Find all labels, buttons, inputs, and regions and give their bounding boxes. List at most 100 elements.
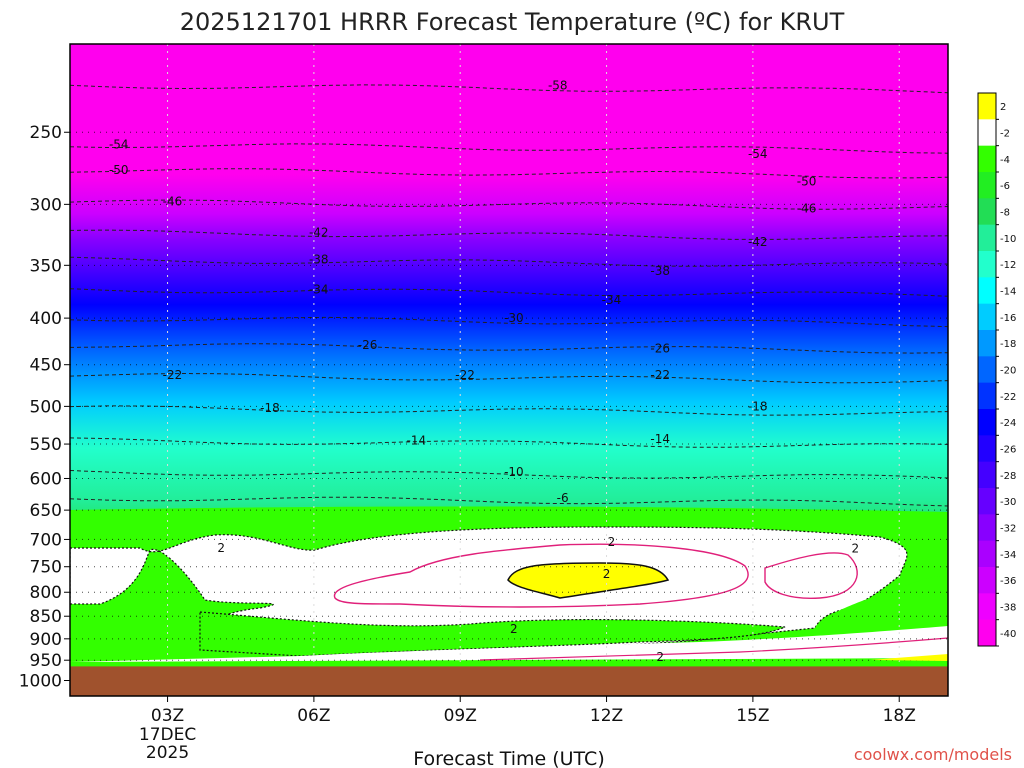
freezing-contour-right	[764, 552, 858, 599]
colorbar-swatch	[978, 198, 996, 226]
contour-label: -18	[260, 401, 280, 415]
x-tick-label: 03Z	[151, 706, 184, 726]
contour-label: 2	[656, 650, 664, 664]
contour-label: -50	[797, 174, 817, 188]
isotherm-line	[70, 84, 948, 94]
colorbar-swatch	[978, 593, 996, 621]
colorbar-swatch	[978, 277, 996, 305]
isotherm-line	[70, 316, 948, 328]
y-tick-label: 500	[30, 397, 62, 417]
freezing-contour	[333, 543, 749, 608]
contour-label: 2	[510, 622, 518, 636]
colorbar-label: -2	[1000, 129, 1010, 140]
colorbar-label: -34	[1000, 550, 1016, 561]
colorbar-swatch	[978, 251, 996, 278]
contour-label: -26	[650, 342, 670, 356]
y-tick-label: 850	[30, 607, 62, 627]
contour-label: -22	[455, 368, 475, 382]
contour-label: 2	[852, 541, 860, 555]
colorbar-label: -14	[1000, 287, 1016, 298]
contour-label: -6	[557, 491, 569, 505]
colorbar-swatch	[978, 172, 996, 199]
colorbar-label: -28	[1000, 471, 1016, 482]
pressure-grid	[70, 131, 948, 681]
contour-label: -14	[407, 433, 427, 447]
colorbar-label: -22	[1000, 392, 1016, 403]
y-tick-label: 1000	[19, 671, 62, 691]
x-tick-label: 18Z	[883, 706, 916, 726]
warm-core-yellow	[507, 562, 670, 599]
colorbar-swatch	[978, 488, 996, 515]
contour-labels: -58 -54 -54 -50 -50 -46 -46 -42 -42 -38 -38 -34 -34 -…	[109, 78, 860, 664]
x-tick-sublabel: 2025	[146, 743, 189, 763]
y-tick-label: 700	[30, 530, 62, 550]
contour-label: 2	[603, 567, 611, 581]
colorbar: 2 -2 -4 -6 -8 -10 -12 -14 -16 -18 -20 -22 -24 -26 -28 -…	[977, 92, 1016, 647]
y-tick-label: 550	[30, 435, 62, 455]
isotherm-line	[70, 372, 948, 384]
isotherm-lines	[70, 84, 948, 507]
colorbar-swatch	[978, 461, 996, 489]
contour-label: -54	[748, 147, 768, 161]
colorbar-swatch	[978, 567, 996, 594]
contour-label: -18	[748, 399, 768, 413]
freezing-contour-low	[479, 637, 948, 661]
colorbar-swatch	[978, 619, 996, 647]
colorbar-swatch	[978, 514, 996, 542]
y-tick-label: 900	[30, 630, 62, 650]
y-tick-label: 450	[30, 356, 62, 376]
colorbar-label: -32	[1000, 524, 1016, 535]
contour-label: 2	[217, 541, 225, 555]
isotherm-line	[70, 143, 948, 154]
colorbar-label: -12	[1000, 260, 1016, 271]
ground-yellow-sliver	[870, 654, 948, 661]
colorbar-label: 2	[1000, 102, 1006, 113]
colorbar-label: -4	[1000, 155, 1010, 166]
isotherm-line	[70, 229, 948, 241]
green-patch-right	[815, 575, 948, 640]
x-tick-label: 06Z	[297, 706, 330, 726]
contour-label: -46	[163, 195, 183, 209]
contour-label: -50	[109, 163, 129, 177]
colorbar-swatch	[978, 540, 996, 568]
contour-label: 2	[608, 535, 616, 549]
y-tick-label: 300	[30, 195, 62, 215]
colorbar-swatch	[978, 409, 996, 436]
contour-label: -34	[309, 282, 329, 296]
contour-label: -58	[548, 78, 568, 92]
x-tick-label: 12Z	[590, 706, 623, 726]
credit-text: coolwx.com/models	[854, 745, 1012, 764]
colorbar-swatch	[978, 93, 996, 120]
colorbar-swatch	[978, 145, 996, 173]
colorbar-swatch	[978, 330, 996, 357]
colorbar-swatch	[978, 303, 996, 331]
y-tick-label: 950	[30, 651, 62, 671]
colorbar-label: -24	[1000, 418, 1016, 429]
isotherm-line	[70, 256, 948, 267]
green-band-900	[199, 611, 786, 657]
contour-label: -14	[650, 432, 670, 446]
x-tick-label: 09Z	[444, 706, 477, 726]
colorbar-label: -20	[1000, 366, 1016, 377]
plot-area	[70, 44, 948, 696]
contour-label: -42	[309, 225, 329, 239]
x-tick-label: 15Z	[736, 706, 769, 726]
contour-label: -38	[650, 264, 670, 278]
y-axis-ticks: 250 300 350 400 450 500 550 600 650 700 750 800 850 9…	[19, 123, 70, 691]
colorbar-label: -36	[1000, 576, 1016, 587]
contour-label: -54	[109, 138, 129, 152]
isotherm-line	[70, 168, 948, 179]
y-tick-label: 350	[30, 256, 62, 276]
colorbar-swatch	[978, 224, 996, 252]
isotherm-line	[70, 288, 948, 297]
colorbar-label: -18	[1000, 339, 1016, 350]
y-tick-label: 400	[30, 309, 62, 329]
colorbar-label: -40	[1000, 629, 1016, 640]
isotherm-line	[70, 405, 948, 416]
isotherm-line	[70, 199, 948, 210]
colorbar-label: -8	[1000, 208, 1010, 219]
colorbar-swatch	[978, 382, 996, 410]
colorbar-label: -16	[1000, 313, 1016, 324]
y-tick-label: 600	[30, 469, 62, 489]
